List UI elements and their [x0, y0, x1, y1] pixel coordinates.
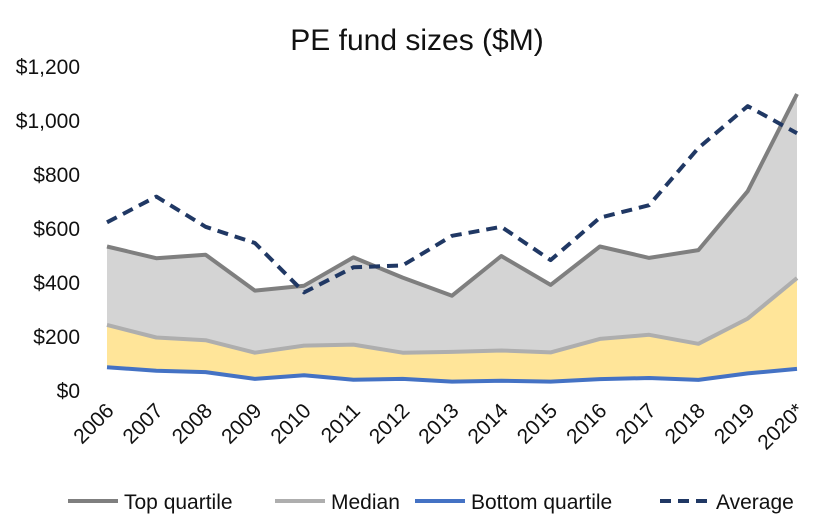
area-top-to-median	[107, 94, 797, 353]
x-tick-label: 2006	[69, 399, 118, 448]
x-axis: 2006 2007 2008 2009 2010 2011 2012 2013 2014 2015…	[69, 399, 808, 454]
x-tick-label: 2012	[365, 399, 414, 448]
y-tick-label: $1,000	[16, 110, 80, 133]
x-tick-label: 2007	[119, 399, 168, 448]
area-median-to-bottom	[107, 278, 797, 382]
y-tick-label: $800	[33, 164, 80, 187]
legend-item-bottom-quartile: Bottom quartile	[415, 491, 612, 514]
legend-label: Average	[716, 491, 794, 514]
legend-label: Bottom quartile	[471, 491, 612, 514]
series-line-top-quartile	[106, 93, 799, 298]
y-tick-label: $1,200	[16, 56, 80, 79]
legend-label: Median	[331, 491, 400, 514]
x-tick-label: 2008	[168, 399, 217, 448]
x-tick-label: 2017	[611, 399, 660, 448]
legend: Top quartile Median Bottom quartile Average	[68, 491, 794, 514]
chart-title: PE fund sizes ($M)	[290, 24, 543, 57]
x-tick-label: 2010	[266, 399, 315, 448]
legend-label: Top quartile	[124, 491, 233, 514]
y-tick-label: $0	[57, 380, 80, 403]
y-tick-label: $600	[33, 218, 80, 241]
legend-item-average: Average	[660, 491, 794, 514]
x-tick-label: 2018	[661, 399, 710, 448]
x-tick-label: 2009	[217, 399, 266, 448]
area-fills	[107, 94, 797, 382]
x-tick-label: 2015	[513, 399, 562, 448]
x-tick-label: 2019	[710, 399, 759, 448]
y-tick-label: $200	[33, 326, 80, 349]
y-tick-label: $400	[33, 272, 80, 295]
series-line-bottom-quartile	[106, 365, 798, 384]
x-tick-label: 2016	[562, 399, 611, 448]
series-line-average	[106, 104, 798, 295]
series-lines	[106, 93, 799, 384]
x-tick-label: 2020*	[753, 399, 808, 454]
legend-item-median: Median	[275, 491, 400, 514]
x-tick-label: 2013	[414, 399, 463, 448]
legend-item-top-quartile: Top quartile	[68, 491, 233, 514]
y-axis: $0 $200 $400 $600 $800 $1,000 $1,200	[16, 56, 80, 403]
x-tick-label: 2014	[464, 399, 514, 449]
series-line-median	[106, 276, 799, 355]
x-tick-label: 2011	[317, 399, 365, 447]
